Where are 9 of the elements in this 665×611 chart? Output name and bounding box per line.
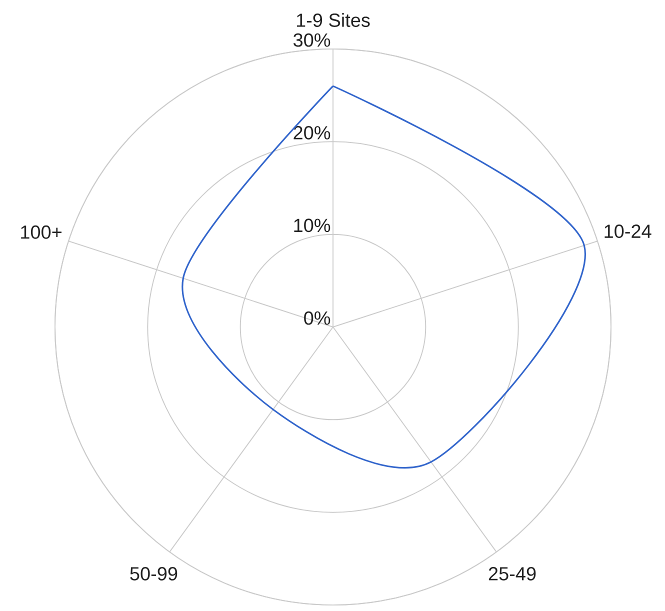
spoke-label: 25-49 — [488, 567, 536, 580]
y-tick-label: 20% — [294, 126, 330, 140]
spoke-label: 10-24 — [604, 224, 652, 238]
spoke-label: 50-99 — [130, 567, 178, 580]
spoke-label: 100+ — [21, 225, 62, 239]
spoke-label: 1-9 Sites — [296, 13, 370, 27]
y-tick-label: 30% — [293, 33, 330, 47]
y-tick-label: 0% — [304, 311, 330, 325]
y-tick-label: 10% — [294, 218, 330, 232]
